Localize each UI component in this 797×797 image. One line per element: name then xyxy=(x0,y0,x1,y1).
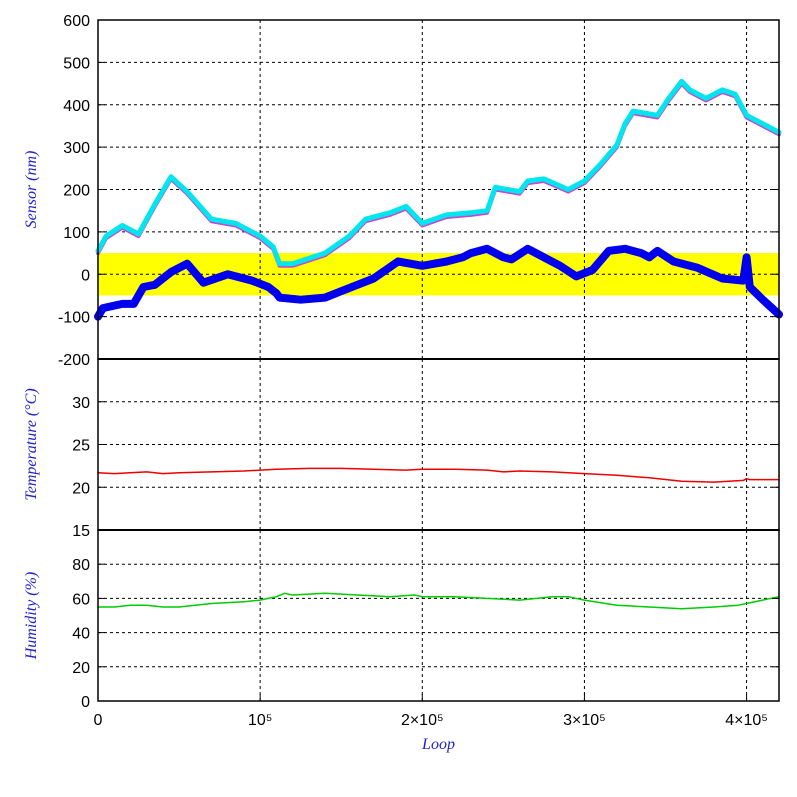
xtick-label-3: 3×10⁵ xyxy=(563,712,606,729)
sensor-ylabel: Sensor (nm) xyxy=(23,151,40,229)
temperature-ytick-label-0: 15 xyxy=(72,523,90,540)
sensor-panel: -200 -100 0 100 200 300 400 500 600 Sensor (nm) xyxy=(23,13,783,369)
humidity-ytick-label-4: 80 xyxy=(72,557,90,574)
sensor-ytick-label-2: 0 xyxy=(81,267,90,284)
sensor-ytick-label-5: 300 xyxy=(63,140,90,157)
humidity-frame xyxy=(97,529,780,702)
sensor-ytick-label-1: -100 xyxy=(58,310,90,327)
xlabel: Loop xyxy=(421,736,455,753)
humidity-series-0 xyxy=(97,592,780,610)
humidity-ytick-label-1: 20 xyxy=(72,660,90,677)
sensor-ytick-label-3: 100 xyxy=(63,225,90,242)
sensor-series-2 xyxy=(94,244,783,321)
sensor-ytick-label-4: 200 xyxy=(63,183,90,200)
temperature-ytick-label-3: 30 xyxy=(72,395,90,412)
sensor-ytick-label-7: 500 xyxy=(63,55,90,72)
sensor-ytick-label-6: 400 xyxy=(63,98,90,115)
sensor-ytick-label-0: -200 xyxy=(58,352,90,369)
temperature-ytick-label-2: 25 xyxy=(72,438,90,455)
sensor-ytick-label-8: 600 xyxy=(63,13,90,30)
temperature-ytick-label-1: 20 xyxy=(72,480,90,497)
humidity-ylabel: Humidity (%) xyxy=(23,572,40,661)
x-axis: 0 10⁵ 2×10⁵ 3×10⁵ 4×10⁵ Loop xyxy=(94,358,779,753)
xtick-label-4: 4×10⁵ xyxy=(725,712,768,729)
humidity-panel: 0 20 40 60 80 Humidity (%) xyxy=(23,529,780,711)
xtick-label-1: 10⁵ xyxy=(248,712,272,729)
humidity-ytick-label-2: 40 xyxy=(72,626,90,643)
sensor-series-0 xyxy=(96,81,781,268)
temperature-panel: 15 20 25 30 Temperature (°C) xyxy=(23,358,780,540)
temperature-series-0 xyxy=(97,467,780,483)
xtick-label-2: 2×10⁵ xyxy=(401,712,444,729)
temperature-ylabel: Temperature (°C) xyxy=(23,388,40,500)
humidity-ytick-label-3: 60 xyxy=(72,591,90,608)
sensor-series-1 xyxy=(95,78,782,267)
xtick-label-0: 0 xyxy=(94,712,103,729)
humidity-ytick-label-0: 0 xyxy=(81,694,90,711)
